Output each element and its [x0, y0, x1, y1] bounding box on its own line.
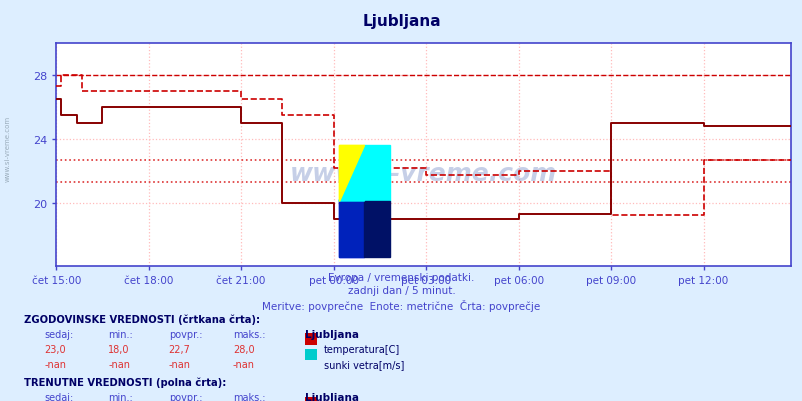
Text: 18,0: 18,0 — [108, 344, 130, 354]
Text: TRENUTNE VREDNOSTI (polna črta):: TRENUTNE VREDNOSTI (polna črta): — [24, 377, 226, 387]
Text: min.:: min.: — [108, 329, 133, 339]
Text: temperatura[C]: temperatura[C] — [323, 344, 399, 354]
Text: Ljubljana: Ljubljana — [362, 14, 440, 29]
Text: povpr.:: povpr.: — [168, 329, 202, 339]
Text: maks.:: maks.: — [233, 392, 265, 401]
Text: povpr.:: povpr.: — [168, 392, 202, 401]
Text: 28,0: 28,0 — [233, 344, 254, 354]
Text: zadnji dan / 5 minut.: zadnji dan / 5 minut. — [347, 286, 455, 296]
Polygon shape — [338, 146, 364, 201]
Text: -nan: -nan — [233, 359, 254, 369]
Text: min.:: min.: — [108, 392, 133, 401]
Text: sedaj:: sedaj: — [44, 329, 73, 339]
Text: sunki vetra[m/s]: sunki vetra[m/s] — [323, 359, 403, 369]
Bar — [338, 146, 364, 201]
Text: Evropa / vremenski podatki.: Evropa / vremenski podatki. — [328, 272, 474, 282]
Text: 22,7: 22,7 — [168, 344, 190, 354]
Text: maks.:: maks.: — [233, 329, 265, 339]
Text: -nan: -nan — [44, 359, 66, 369]
Text: 23,0: 23,0 — [44, 344, 66, 354]
Bar — [338, 201, 364, 257]
Text: Meritve: povprečne  Enote: metrične  Črta: povprečje: Meritve: povprečne Enote: metrične Črta:… — [262, 299, 540, 311]
Bar — [364, 146, 390, 201]
Text: www.si-vreme.com: www.si-vreme.com — [5, 115, 11, 181]
Polygon shape — [338, 146, 364, 201]
Bar — [364, 201, 390, 257]
Text: -nan: -nan — [168, 359, 190, 369]
Text: Ljubljana: Ljubljana — [305, 392, 358, 401]
Text: www.si-vreme.com: www.si-vreme.com — [290, 161, 557, 185]
Text: -nan: -nan — [108, 359, 130, 369]
Text: ZGODOVINSKE VREDNOSTI (črtkana črta):: ZGODOVINSKE VREDNOSTI (črtkana črta): — [24, 314, 260, 324]
Text: Ljubljana: Ljubljana — [305, 329, 358, 339]
Bar — [338, 201, 364, 257]
Text: sedaj:: sedaj: — [44, 392, 73, 401]
